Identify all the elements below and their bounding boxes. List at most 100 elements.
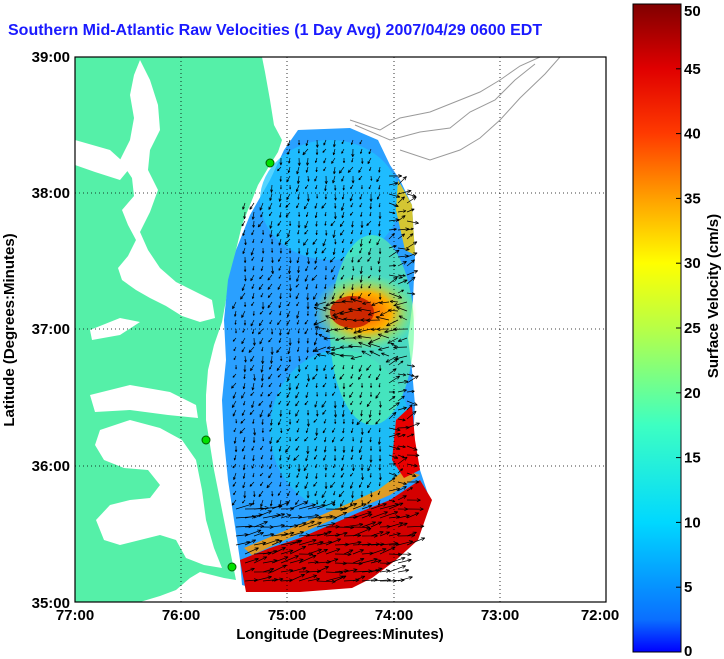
velocity-arrow: [397, 456, 408, 465]
velocity-arrow: [388, 181, 399, 186]
velocity-arrow: [368, 373, 372, 379]
velocity-arrow: [297, 157, 301, 166]
velocity-arrow: [293, 454, 300, 461]
y-tick: 36:00: [32, 458, 70, 475]
velocity-arrow: [305, 355, 309, 360]
velocity-arrow: [397, 189, 412, 195]
velocity-arrow: [406, 252, 418, 258]
velocity-arrow: [379, 546, 396, 555]
velocity-arrow: [261, 256, 264, 263]
velocity-arrow: [368, 148, 372, 155]
velocity-arrow: [370, 548, 387, 555]
velocity-arrow: [296, 202, 300, 209]
velocity-arrow: [388, 532, 401, 537]
velocity-arrow: [270, 346, 274, 355]
velocity-arrow: [242, 481, 246, 489]
velocity-arrow: [295, 400, 300, 407]
velocity-arrow: [342, 391, 346, 397]
velocity-arrow: [233, 490, 237, 496]
velocity-arrow: [279, 184, 282, 190]
velocity-arrow: [359, 391, 363, 398]
velocity-arrow: [243, 490, 247, 499]
velocity-arrow: [321, 247, 327, 254]
velocity-arrow: [370, 503, 387, 510]
velocity-arrow: [332, 148, 336, 156]
velocity-arrow: [261, 247, 265, 254]
velocity-arrow: [306, 157, 310, 166]
velocity-arrow: [388, 276, 398, 285]
velocity-arrow: [333, 400, 337, 409]
velocity-arrow: [306, 337, 309, 344]
velocity-arrow: [358, 292, 363, 300]
velocity-arrow: [329, 481, 336, 489]
velocity-arrow: [369, 350, 381, 357]
velocity-arrow: [406, 196, 417, 204]
velocity-arrow: [252, 454, 255, 462]
velocity-arrow: [331, 157, 336, 164]
velocity-arrow: [315, 229, 318, 236]
velocity-arrow: [378, 454, 382, 462]
velocity-arrow: [322, 148, 327, 153]
velocity-arrow: [287, 328, 291, 335]
velocity-arrow: [280, 514, 292, 519]
velocity-arrow: [244, 567, 255, 573]
velocity-arrow: [253, 427, 257, 436]
velocity-arrow: [269, 319, 273, 325]
velocity-arrow: [316, 579, 336, 584]
velocity-arrow: [367, 310, 381, 316]
velocity-arrow: [325, 328, 336, 333]
velocity-arrow: [340, 202, 345, 211]
velocity-arrow: [295, 490, 300, 496]
velocity-arrow: [406, 512, 420, 519]
velocity-arrow: [232, 481, 237, 487]
velocity-arrow: [324, 175, 328, 185]
velocity-arrow: [260, 211, 264, 218]
velocity-arrow: [359, 436, 363, 444]
velocity-arrow: [276, 346, 282, 354]
velocity-arrow: [406, 537, 426, 546]
velocity-arrow: [242, 463, 246, 471]
velocity-arrow: [314, 325, 327, 330]
velocity-arrow: [298, 533, 310, 538]
velocity-arrow: [294, 373, 300, 379]
velocity-arrow: [357, 256, 363, 263]
velocity-arrow: [368, 247, 372, 256]
velocity-arrow: [253, 373, 256, 381]
x-tick: 74:00: [375, 607, 413, 624]
colorbar-tick: 15: [684, 450, 701, 467]
y-tick: 39:00: [32, 49, 70, 66]
velocity-arrow: [306, 302, 310, 310]
velocity-arrow: [315, 184, 318, 190]
velocity-arrow: [351, 256, 354, 263]
velocity-arrow: [269, 220, 273, 229]
velocity-arrow: [388, 358, 399, 366]
velocity-arrow: [389, 390, 396, 394]
velocity-arrow: [233, 355, 237, 361]
velocity-arrow: [388, 472, 398, 477]
velocity-arrow: [378, 481, 381, 487]
velocity-arrow: [368, 409, 372, 418]
velocity-arrow: [279, 157, 283, 166]
velocity-arrow: [262, 532, 275, 537]
velocity-arrow: [359, 274, 363, 283]
velocity-arrow: [241, 409, 246, 416]
velocity-arrow: [321, 490, 327, 499]
colorbar-tick: 10: [684, 514, 701, 531]
velocity-arrow: [261, 346, 264, 352]
velocity-arrow: [269, 229, 273, 238]
velocity-arrow: [348, 307, 363, 312]
station-mid: [201, 435, 211, 445]
velocity-arrow: [257, 328, 264, 335]
velocity-arrow: [285, 445, 291, 453]
velocity-arrow: [303, 202, 309, 210]
velocity-arrow: [314, 256, 318, 264]
colorbar-tick: 0: [684, 643, 692, 659]
velocity-arrow: [297, 346, 300, 352]
velocity-arrow: [369, 472, 372, 478]
velocity-arrow: [280, 531, 295, 537]
velocity-arrow: [406, 400, 418, 406]
velocity-arrow: [350, 373, 354, 379]
velocity-arrow: [287, 148, 291, 155]
velocity-arrow: [379, 283, 382, 289]
velocity-arrow: [259, 274, 264, 280]
